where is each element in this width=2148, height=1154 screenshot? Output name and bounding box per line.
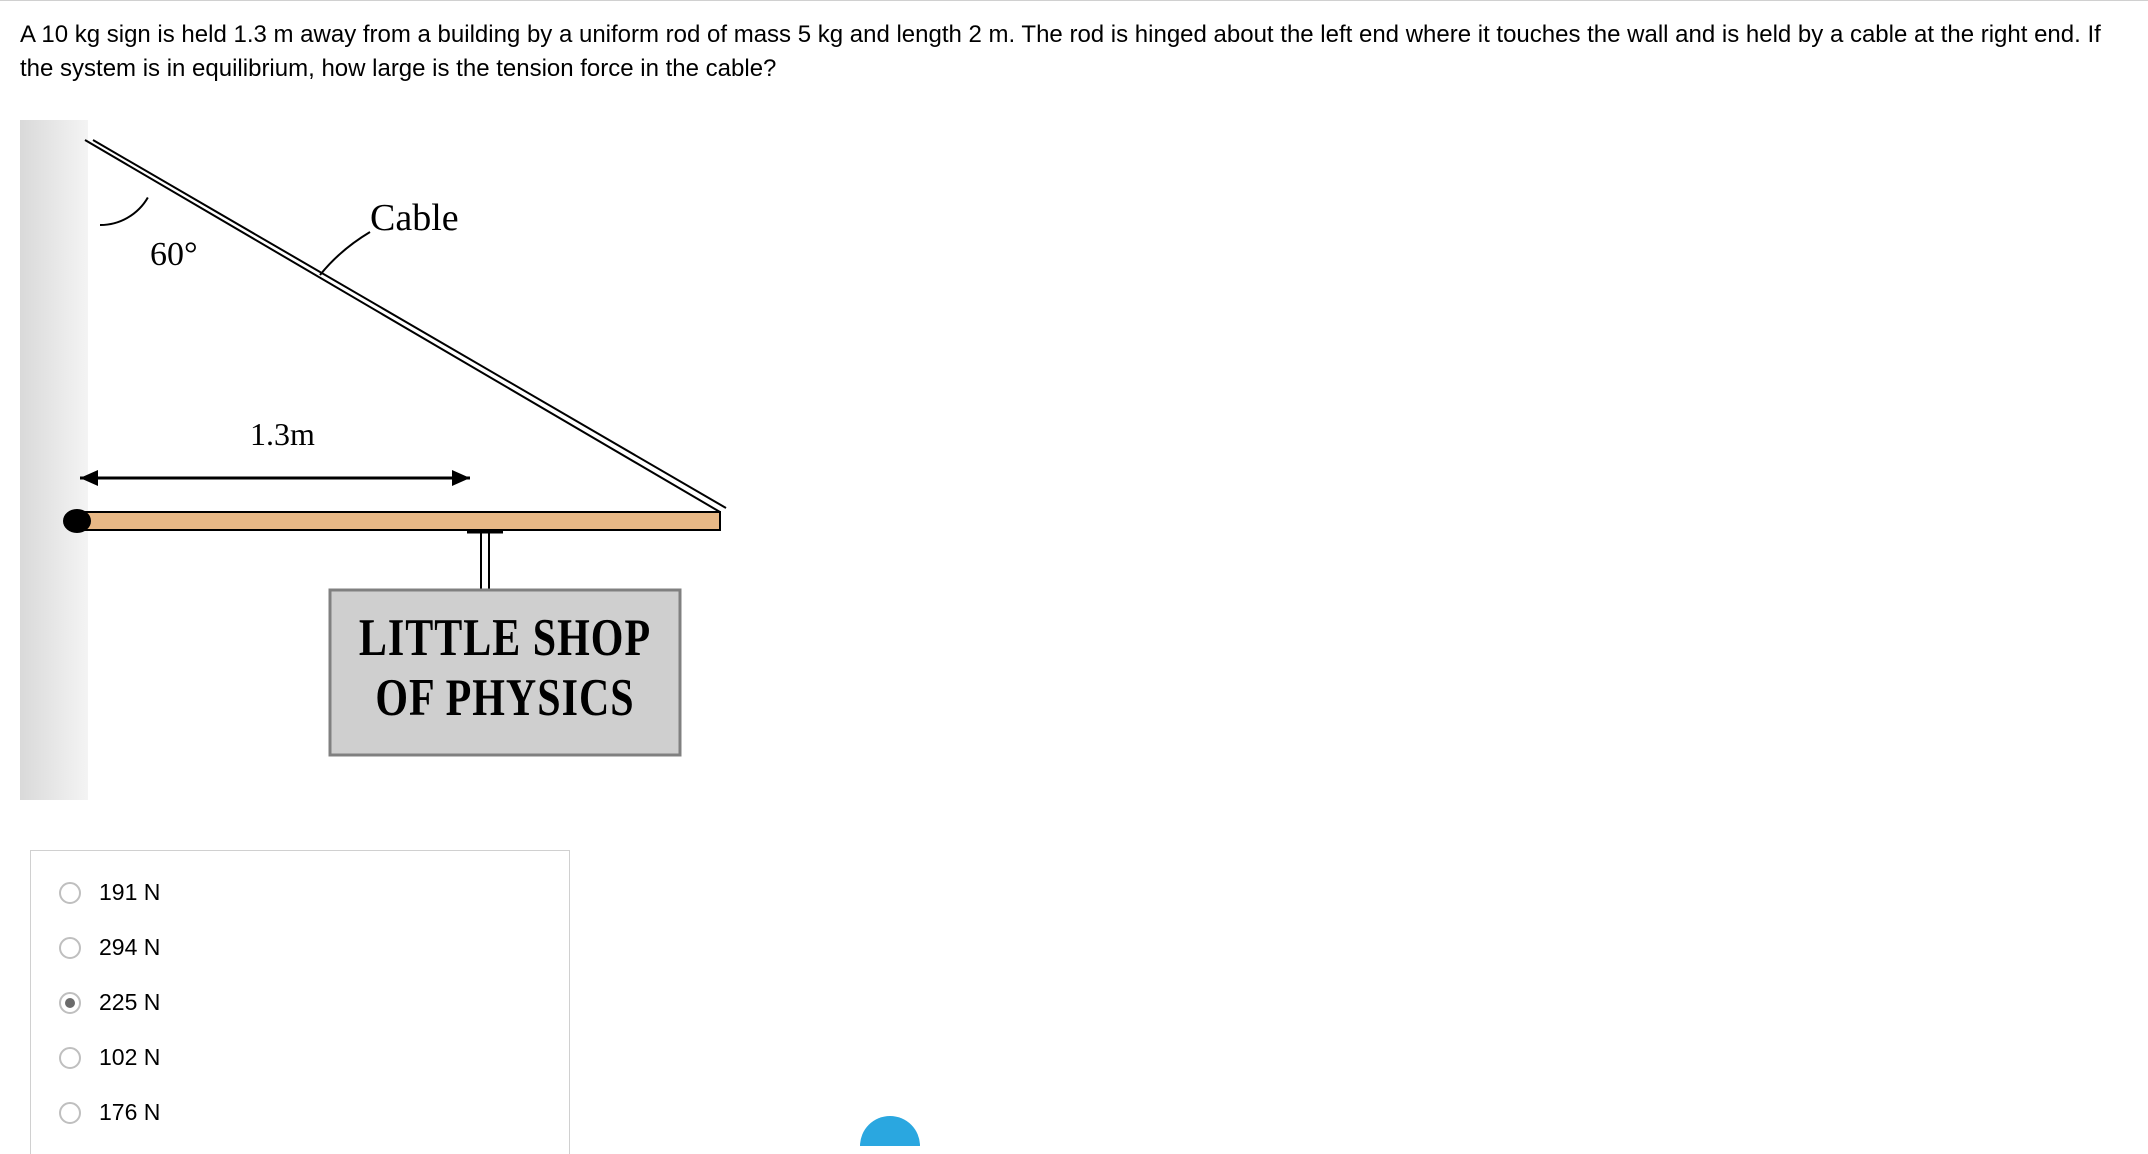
- radio-icon[interactable]: [59, 1102, 81, 1124]
- question-text: A 10 kg sign is held 1.3 m away from a b…: [20, 18, 2128, 85]
- radio-icon[interactable]: [59, 882, 81, 904]
- svg-text:OF PHYSICS: OF PHYSICS: [375, 670, 634, 727]
- option-row[interactable]: 176 N: [59, 1099, 541, 1126]
- option-row[interactable]: 191 N: [59, 879, 541, 906]
- svg-text:60°: 60°: [150, 236, 198, 273]
- option-row[interactable]: 225 N: [59, 989, 541, 1016]
- svg-text:1.3m: 1.3m: [250, 416, 315, 452]
- chat-bubble-icon[interactable]: [860, 1116, 920, 1146]
- radio-icon[interactable]: [59, 1047, 81, 1069]
- option-row[interactable]: 102 N: [59, 1044, 541, 1071]
- option-label: 191 N: [99, 879, 160, 906]
- option-row[interactable]: 294 N: [59, 934, 541, 961]
- option-label: 102 N: [99, 1044, 160, 1071]
- svg-text:LITTLE SHOP: LITTLE SHOP: [359, 610, 651, 667]
- option-label: 176 N: [99, 1099, 160, 1126]
- answer-options: 191 N 294 N 225 N 102 N 176 N: [30, 850, 570, 1154]
- radio-icon[interactable]: [59, 937, 81, 959]
- option-label: 294 N: [99, 934, 160, 961]
- physics-diagram: 60° Cable 1.3m LITTLE SHOPOF PHYSICS: [20, 120, 780, 800]
- option-label: 225 N: [99, 989, 160, 1016]
- svg-text:Cable: Cable: [370, 197, 459, 239]
- top-divider: [0, 0, 2148, 1]
- radio-icon[interactable]: [59, 992, 81, 1014]
